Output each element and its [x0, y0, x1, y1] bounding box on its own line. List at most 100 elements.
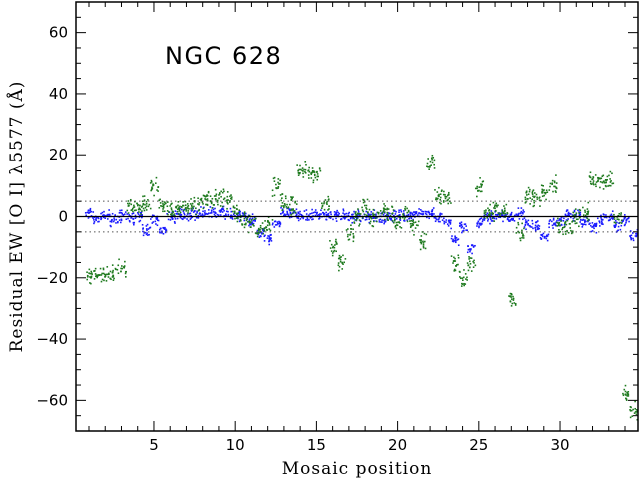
- fitted-point: [555, 224, 557, 227]
- fitted-point: [616, 221, 618, 224]
- rejected-point: [263, 229, 266, 231]
- fitted-point: [389, 212, 391, 215]
- rejected-point: [323, 202, 325, 205]
- rejected-point: [163, 203, 166, 206]
- fitted-point: [204, 210, 206, 212]
- rejected-point: [227, 199, 229, 201]
- rejected-point: [631, 415, 634, 417]
- fitted-point: [120, 219, 123, 222]
- rejected-point: [497, 212, 500, 214]
- rejected-point: [243, 211, 246, 213]
- fitted-point: [425, 210, 428, 213]
- rejected-point: [350, 224, 352, 227]
- fitted-point: [456, 239, 459, 241]
- rejected-point: [522, 233, 524, 236]
- fitted-point: [351, 221, 354, 224]
- fitted-point: [522, 212, 524, 215]
- rejected-point: [90, 275, 93, 278]
- rejected-point: [93, 278, 96, 280]
- rejected-point: [524, 196, 527, 199]
- fitted-point: [537, 226, 539, 229]
- fitted-point: [486, 212, 489, 214]
- rejected-point: [609, 184, 612, 187]
- fitted-point: [509, 220, 511, 222]
- rejected-point: [488, 211, 491, 214]
- rejected-point: [163, 201, 166, 203]
- fitted-point: [316, 214, 319, 217]
- rejected-point: [503, 210, 506, 212]
- fitted-point: [329, 211, 332, 214]
- rejected-point: [197, 203, 199, 205]
- fitted-point: [238, 220, 241, 223]
- rejected-point: [438, 186, 440, 189]
- fitted-point: [288, 209, 291, 212]
- rejected-point: [553, 180, 556, 183]
- fitted-point: [483, 219, 486, 221]
- fitted-point: [295, 213, 298, 216]
- rejected-point: [201, 201, 204, 204]
- rejected-point: [233, 207, 236, 209]
- rejected-point: [545, 189, 548, 192]
- rejected-point: [95, 275, 97, 278]
- fitted-point: [524, 223, 527, 226]
- fitted-point: [497, 213, 500, 216]
- fitted-point: [237, 213, 239, 216]
- rejected-point: [266, 221, 269, 223]
- fitted-point: [411, 212, 413, 215]
- fitted-point: [140, 214, 142, 217]
- fitted-point: [165, 228, 167, 231]
- fitted-point: [555, 221, 558, 224]
- fitted-point: [454, 237, 456, 240]
- fitted-point: [196, 210, 198, 213]
- galaxy-annotation: NGC 628: [165, 42, 282, 70]
- rejected-point: [468, 266, 471, 269]
- rejected-point: [182, 209, 185, 212]
- rejected-point: [298, 168, 300, 171]
- fitted-point: [548, 222, 550, 225]
- rejected-point: [319, 169, 322, 172]
- fitted-point: [534, 224, 537, 227]
- rejected-point: [294, 200, 297, 203]
- fitted-point: [353, 210, 355, 213]
- fitted-point: [147, 228, 150, 230]
- fitted-point: [413, 213, 416, 216]
- rejected-point: [429, 166, 431, 168]
- rejected-point: [561, 228, 563, 231]
- fitted-point: [382, 211, 384, 213]
- rejected-point: [404, 205, 407, 208]
- rejected-point: [230, 194, 232, 196]
- fitted-point: [223, 214, 226, 217]
- fitted-point: [534, 229, 537, 232]
- fitted-point: [271, 223, 274, 226]
- rejected-point: [538, 197, 541, 199]
- rejected-point: [577, 218, 579, 221]
- fitted-point: [224, 218, 226, 220]
- rejected-point: [197, 197, 199, 200]
- rejected-point: [404, 216, 407, 219]
- fitted-point: [635, 235, 638, 238]
- rejected-point: [558, 228, 560, 231]
- fitted-point: [465, 229, 467, 231]
- fitted-point: [537, 228, 540, 230]
- rejected-point: [515, 232, 518, 234]
- fitted-point: [100, 212, 102, 215]
- rejected-point: [324, 199, 327, 201]
- rejected-point: [282, 205, 284, 207]
- rejected-point: [434, 189, 436, 191]
- rejected-point: [461, 283, 464, 285]
- rejected-point: [625, 398, 628, 400]
- rejected-point: [442, 193, 445, 196]
- fitted-point: [243, 219, 246, 222]
- rejected-point: [124, 260, 126, 263]
- fitted-point: [227, 210, 229, 213]
- fitted-point: [508, 220, 510, 223]
- rejected-point: [384, 214, 387, 217]
- fitted-point: [278, 220, 280, 223]
- fitted-point: [88, 211, 91, 214]
- rejected-point: [137, 208, 140, 211]
- rejected-point: [457, 263, 459, 266]
- rejected-point: [141, 205, 144, 208]
- fitted-point: [311, 208, 313, 211]
- fitted-point: [145, 228, 148, 230]
- fitted-point: [416, 214, 419, 216]
